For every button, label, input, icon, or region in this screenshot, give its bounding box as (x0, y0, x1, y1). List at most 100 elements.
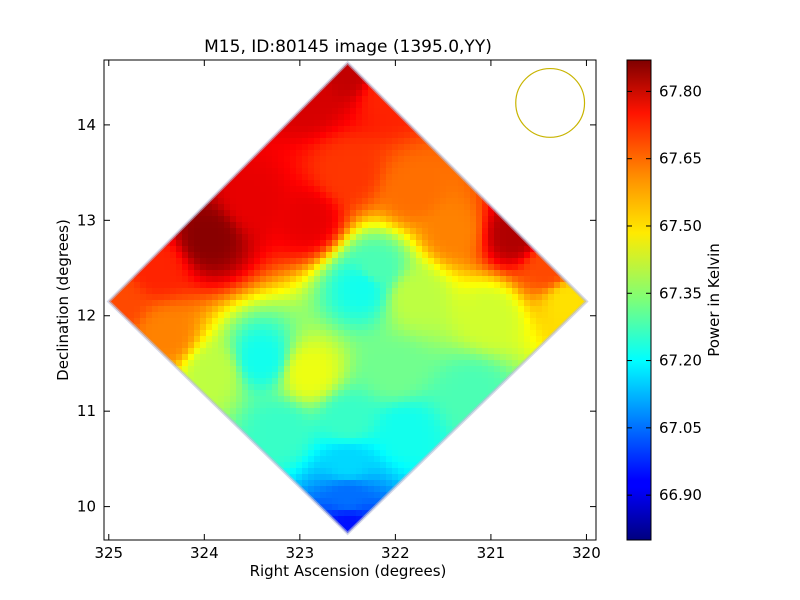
heatmap-cell (446, 402, 453, 409)
heatmap-cell (428, 168, 435, 175)
heatmap-cell (302, 462, 309, 469)
heatmap-cell (404, 186, 411, 193)
heatmap-cell (176, 504, 183, 511)
heatmap-cell (314, 186, 321, 193)
heatmap-cell (158, 306, 165, 313)
heatmap-cell (428, 342, 435, 349)
heatmap-cell (338, 324, 345, 331)
heatmap-cell (116, 222, 123, 229)
heatmap-cell (170, 378, 177, 385)
heatmap-cell (248, 84, 255, 91)
heatmap-cell (302, 414, 309, 421)
heatmap-cell (218, 348, 225, 355)
heatmap-cell (128, 408, 135, 415)
heatmap-cell (248, 486, 255, 493)
heatmap-cell (134, 150, 141, 157)
heatmap-cell (314, 498, 321, 505)
heatmap-cell (452, 186, 459, 193)
heatmap-cell (350, 228, 357, 235)
heatmap-cell (140, 180, 147, 187)
heatmap-cell (350, 120, 357, 127)
heatmap-cell (200, 108, 207, 115)
heatmap-cell (158, 504, 165, 511)
heatmap-cell (152, 138, 159, 145)
heatmap-cell (194, 162, 201, 169)
heatmap-cell (194, 498, 201, 505)
heatmap-cell (392, 252, 399, 259)
heatmap-cell (404, 78, 411, 85)
heatmap-cell (206, 468, 213, 475)
heatmap-cell (134, 420, 141, 427)
heatmap-cell (422, 84, 429, 91)
heatmap-cell (446, 228, 453, 235)
heatmap-cell (152, 354, 159, 361)
heatmap-cell (386, 120, 393, 127)
heatmap-cell (248, 372, 255, 379)
heatmap-cell (404, 174, 411, 181)
heatmap-cell (314, 324, 321, 331)
heatmap-cell (164, 180, 171, 187)
heatmap-cell (236, 396, 243, 403)
heatmap-cell (116, 462, 123, 469)
heatmap-cell (356, 276, 363, 283)
heatmap-cell (140, 102, 147, 109)
heatmap-cell (254, 132, 261, 139)
heatmap-cell (230, 114, 237, 121)
heatmap-cell (122, 522, 129, 529)
heatmap-cell (320, 300, 327, 307)
heatmap-cell (188, 264, 195, 271)
heatmap-cell (218, 402, 225, 409)
heatmap-cell (314, 114, 321, 121)
heatmap-cell (224, 144, 231, 151)
heatmap-cell (434, 186, 441, 193)
heatmap-cell (302, 330, 309, 337)
heatmap-cell (452, 456, 459, 463)
heatmap-cell (254, 384, 261, 391)
heatmap-cell (230, 186, 237, 193)
heatmap-cell (440, 120, 447, 127)
heatmap-cell (152, 408, 159, 415)
heatmap-cell (446, 348, 453, 355)
heatmap-cell (218, 66, 225, 73)
heatmap-cell (362, 354, 369, 361)
heatmap-cell (422, 462, 429, 469)
heatmap-cell (284, 378, 291, 385)
heatmap-cell (446, 294, 453, 301)
heatmap-cell (182, 66, 189, 73)
heatmap-cell (404, 276, 411, 283)
heatmap-cell (380, 84, 387, 91)
heatmap-cell (356, 270, 363, 277)
heatmap-cell (308, 264, 315, 271)
heatmap-cell (140, 78, 147, 85)
heatmap-cell (254, 222, 261, 229)
heatmap-cell (452, 300, 459, 307)
heatmap-cell (284, 342, 291, 349)
heatmap-cell (242, 222, 249, 229)
heatmap-cell (122, 114, 129, 121)
heatmap-cell (356, 504, 363, 511)
heatmap-cell (470, 66, 477, 73)
heatmap-cell (128, 90, 135, 97)
heatmap-cell (122, 90, 129, 97)
heatmap-cell (332, 252, 339, 259)
heatmap-cell (332, 168, 339, 175)
heatmap-cell (158, 72, 165, 79)
heatmap-cell (152, 432, 159, 439)
heatmap-cell (188, 414, 195, 421)
heatmap-cell (224, 162, 231, 169)
heatmap-cell (224, 474, 231, 481)
heatmap-cell (410, 492, 417, 499)
heatmap-cell (398, 474, 405, 481)
heatmap-cell (344, 300, 351, 307)
heatmap-cell (410, 252, 417, 259)
heatmap-cell (320, 150, 327, 157)
heatmap-cell (320, 330, 327, 337)
heatmap-cell (260, 234, 267, 241)
heatmap-cell (224, 402, 231, 409)
heatmap-cell (380, 480, 387, 487)
heatmap-cell (356, 78, 363, 85)
heatmap-cell (146, 354, 153, 361)
heatmap-cell (422, 360, 429, 367)
heatmap-cell (134, 492, 141, 499)
